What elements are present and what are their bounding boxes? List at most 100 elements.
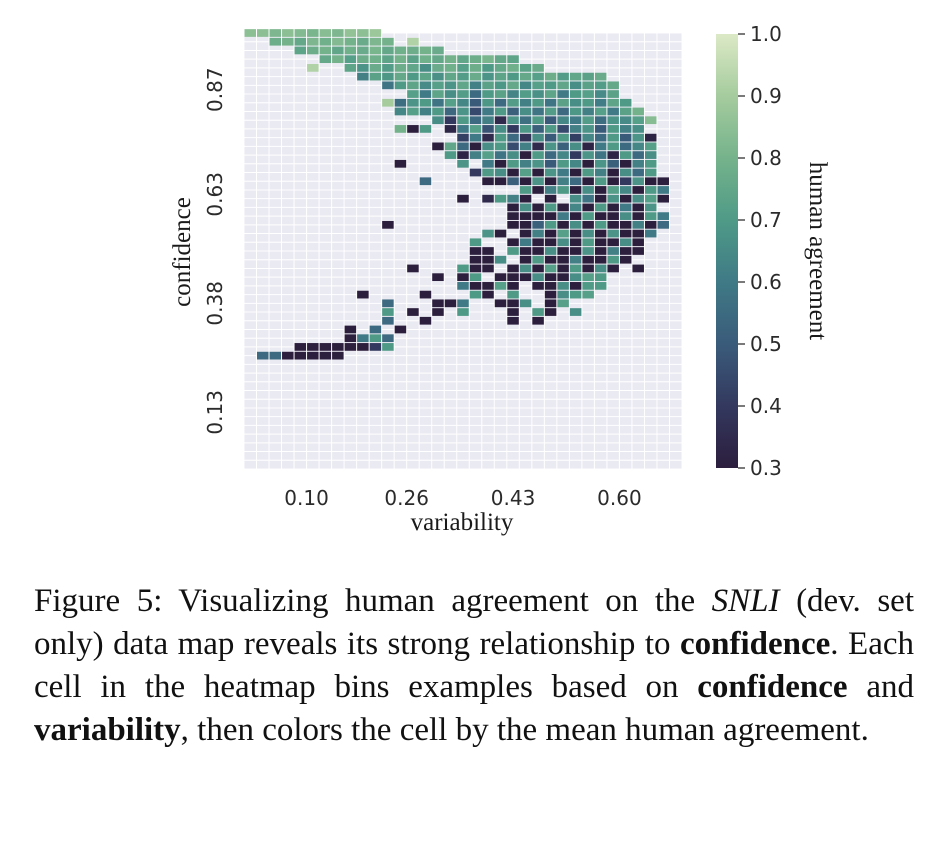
colorbar-tick-label: 0.4 xyxy=(750,394,782,418)
heatmap-cell xyxy=(657,212,669,220)
heatmap-cell xyxy=(569,168,582,177)
heatmap-cell xyxy=(482,168,494,177)
heatmap-cell xyxy=(419,316,432,325)
x-tick-label: 0.60 xyxy=(597,486,642,510)
heatmap-cell xyxy=(319,46,332,55)
heatmap-cell xyxy=(469,64,482,72)
heatmap-cell xyxy=(507,273,519,282)
heatmap-cell xyxy=(494,98,507,107)
heatmap-cell xyxy=(507,72,519,81)
heatmap-cell xyxy=(432,116,444,125)
colorbar xyxy=(716,34,738,468)
heatmap-cell xyxy=(432,55,444,64)
heatmap-cell xyxy=(269,37,282,46)
heatmap-cell xyxy=(394,46,407,55)
heatmap-cell xyxy=(557,290,569,299)
heatmap-cell xyxy=(469,133,482,142)
heatmap-cell xyxy=(507,177,519,186)
heatmap-cell xyxy=(594,98,607,107)
heatmap-cell xyxy=(507,98,519,107)
heatmap-cell xyxy=(419,98,432,107)
heatmap-cell xyxy=(369,325,382,334)
heatmap-cell xyxy=(457,81,469,90)
heatmap-cell xyxy=(357,37,369,46)
caption-text-1: Figure 5: Visualizing human agreement on… xyxy=(34,583,712,619)
heatmap-cell xyxy=(519,81,532,90)
heatmap-cell xyxy=(569,212,582,220)
heatmap-cell xyxy=(619,238,632,247)
heatmap-cell xyxy=(619,151,632,159)
heatmap-cell xyxy=(632,107,644,116)
heatmap-cell xyxy=(419,290,432,299)
heatmap-cell xyxy=(494,229,507,238)
heatmap-cell xyxy=(494,255,507,264)
heatmap-cell xyxy=(569,194,582,203)
heatmap-cell xyxy=(607,116,619,125)
heatmap-cell xyxy=(532,107,544,116)
heatmap-cell xyxy=(607,203,619,212)
heatmap-cell xyxy=(457,151,469,159)
heatmap-cell xyxy=(394,125,407,133)
heatmap-cell xyxy=(632,116,644,125)
heatmap-cell xyxy=(444,55,457,64)
colorbar-tick-label: 0.6 xyxy=(750,270,782,294)
heatmap-cell xyxy=(619,229,632,238)
heatmap-cell xyxy=(619,142,632,151)
heatmap-cell xyxy=(644,168,657,177)
heatmap-cell xyxy=(569,159,582,168)
heatmap-cell xyxy=(569,142,582,151)
heatmap-cell xyxy=(569,81,582,90)
heatmap-cell xyxy=(519,229,532,238)
heatmap-cell xyxy=(507,212,519,220)
heatmap-cell xyxy=(457,299,469,308)
heatmap-cell xyxy=(557,255,569,264)
heatmap-cell xyxy=(557,273,569,282)
heatmap-cell xyxy=(519,299,532,308)
heatmap-cell xyxy=(582,194,594,203)
heatmap-cell xyxy=(632,186,644,194)
heatmap-cell xyxy=(357,55,369,64)
heatmap-cell xyxy=(419,55,432,64)
heatmap-cell xyxy=(482,290,494,299)
heatmap-cell xyxy=(382,308,394,316)
heatmap-cell xyxy=(507,264,519,273)
heatmap-cell xyxy=(407,125,419,133)
heatmap-cell xyxy=(519,90,532,98)
colorbar-tick-label: 0.5 xyxy=(750,332,782,356)
heatmap-cell xyxy=(582,98,594,107)
heatmap-cell xyxy=(457,90,469,98)
heatmap-cell xyxy=(607,81,619,90)
heatmap-cell xyxy=(644,151,657,159)
heatmap-cell xyxy=(469,90,482,98)
heatmap-cell xyxy=(532,282,544,290)
y-tick-label: 0.38 xyxy=(203,281,227,326)
heatmap-cell xyxy=(607,238,619,247)
heatmap-cell xyxy=(544,308,557,316)
heatmap-cell xyxy=(594,282,607,290)
heatmap-cell xyxy=(544,194,557,203)
heatmap-cell xyxy=(494,282,507,290)
caption-snli: SNLI xyxy=(711,583,780,619)
heatmap-cell xyxy=(357,334,369,343)
heatmap-cell xyxy=(619,255,632,264)
heatmap-cell xyxy=(569,186,582,194)
heatmap-cell xyxy=(532,151,544,159)
heatmap-cell xyxy=(469,151,482,159)
heatmap-cell xyxy=(457,273,469,282)
heatmap-cell xyxy=(594,125,607,133)
heatmap-cell xyxy=(519,212,532,220)
heatmap-cell xyxy=(457,159,469,168)
heatmap-cell xyxy=(619,220,632,229)
heatmap-cell xyxy=(357,72,369,81)
heatmap-cell xyxy=(544,142,557,151)
heatmap-cell xyxy=(607,142,619,151)
heatmap-cell xyxy=(544,168,557,177)
heatmap-cell xyxy=(469,116,482,125)
heatmap-cell xyxy=(382,334,394,343)
heatmap-cell xyxy=(519,238,532,247)
heatmap-cell xyxy=(482,282,494,290)
heatmap-cell xyxy=(607,151,619,159)
heatmap-cell xyxy=(307,343,319,351)
heatmap-cell xyxy=(532,125,544,133)
heatmap-cell xyxy=(507,316,519,325)
